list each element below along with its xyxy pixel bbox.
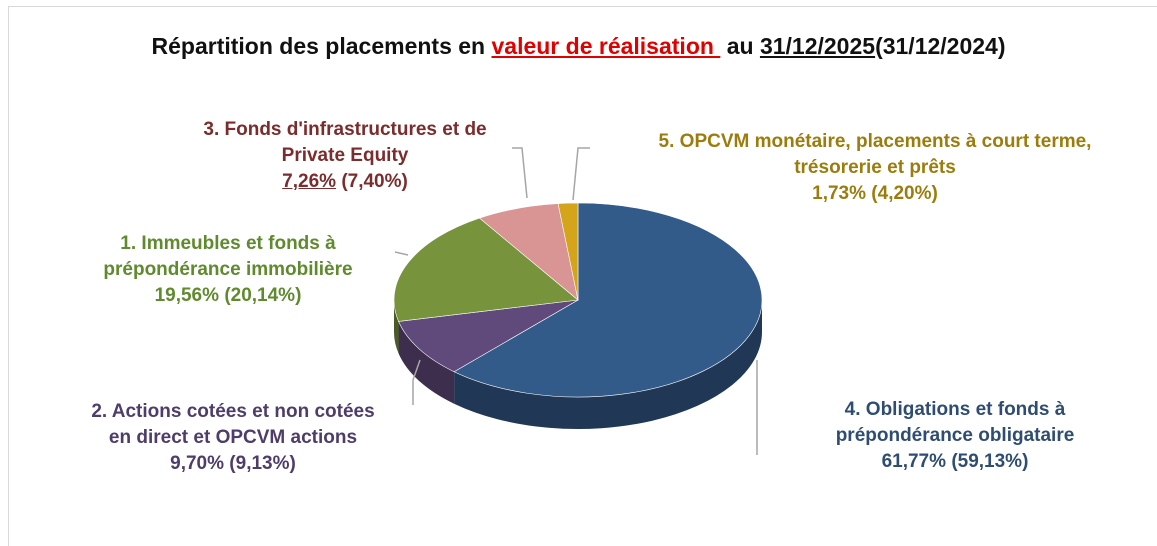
category-label: trésorerie et prêts (794, 157, 956, 178)
category-label: 4. Obligations et fonds à (844, 399, 1066, 420)
title-text: au (720, 33, 760, 59)
title-text: valeur de réalisation (491, 33, 721, 59)
category-label: 1. Immeubles et fonds à (120, 233, 336, 254)
category-label: prépondérance obligataire (835, 425, 1075, 446)
data-label: 4. Obligations et fonds à prépondérance o… (836, 397, 1075, 475)
value-row: 19,56% (20,14%) (103, 283, 352, 309)
leader-line (512, 147, 528, 199)
category-label: prépondérance immobilière (103, 259, 353, 280)
slice (398, 299, 579, 373)
data-label: 1. Immeubles et fonds à prépondérance imm… (103, 231, 352, 309)
previous-label: (20,14%) (224, 285, 302, 306)
title-text: (31/12/2024) (875, 33, 1006, 59)
value-label: 1,73% (812, 183, 867, 204)
title-text: 31/12/2025 (759, 33, 876, 59)
leader-line (394, 251, 409, 256)
slice (453, 202, 763, 398)
previous-label: (59,13%) (951, 451, 1029, 472)
previous-label: (4,20%) (871, 183, 938, 204)
category-label: 3. Fonds d'infrastructures et de (203, 119, 487, 140)
slice (393, 217, 579, 322)
previous-label: (7,40%) (341, 171, 408, 192)
slice (557, 202, 579, 301)
previous-label: (9,13%) (229, 453, 296, 474)
value-row: 7,26% (7,40%) (203, 169, 486, 195)
category-label: Private Equity (281, 145, 409, 166)
leader-line (572, 147, 590, 201)
data-label: 3. Fonds d'infrastructures et de Private … (203, 117, 486, 195)
data-label: 5. OPCVM monétaire, placements à court t… (659, 129, 1092, 207)
value-label: 61,77% (881, 451, 947, 472)
value-row: 1,73% (4,20%) (659, 181, 1092, 207)
value-row: 9,70% (9,13%) (91, 451, 374, 477)
slice-side (394, 300, 399, 354)
slice-side (454, 300, 762, 429)
category-label: 5. OPCVM monétaire, placements à court t… (658, 131, 1092, 152)
value-label: 7,26% (282, 171, 337, 192)
slice-side (398, 321, 455, 404)
data-label: 2. Actions cotées et non cotées en direct… (91, 399, 374, 477)
value-label: 9,70% (170, 453, 225, 474)
title-text: Répartition des placements en (151, 33, 492, 59)
category-label: en direct et OPCVM actions (108, 427, 358, 448)
value-label: 19,56% (154, 285, 220, 306)
value-row: 61,77% (59,13%) (836, 449, 1075, 475)
chart-title: Répartition des placements en valeur de … (0, 33, 1157, 60)
chart-frame (8, 6, 1157, 546)
leader-line (412, 359, 421, 405)
category-label: 2. Actions cotées et non cotées (91, 401, 375, 422)
